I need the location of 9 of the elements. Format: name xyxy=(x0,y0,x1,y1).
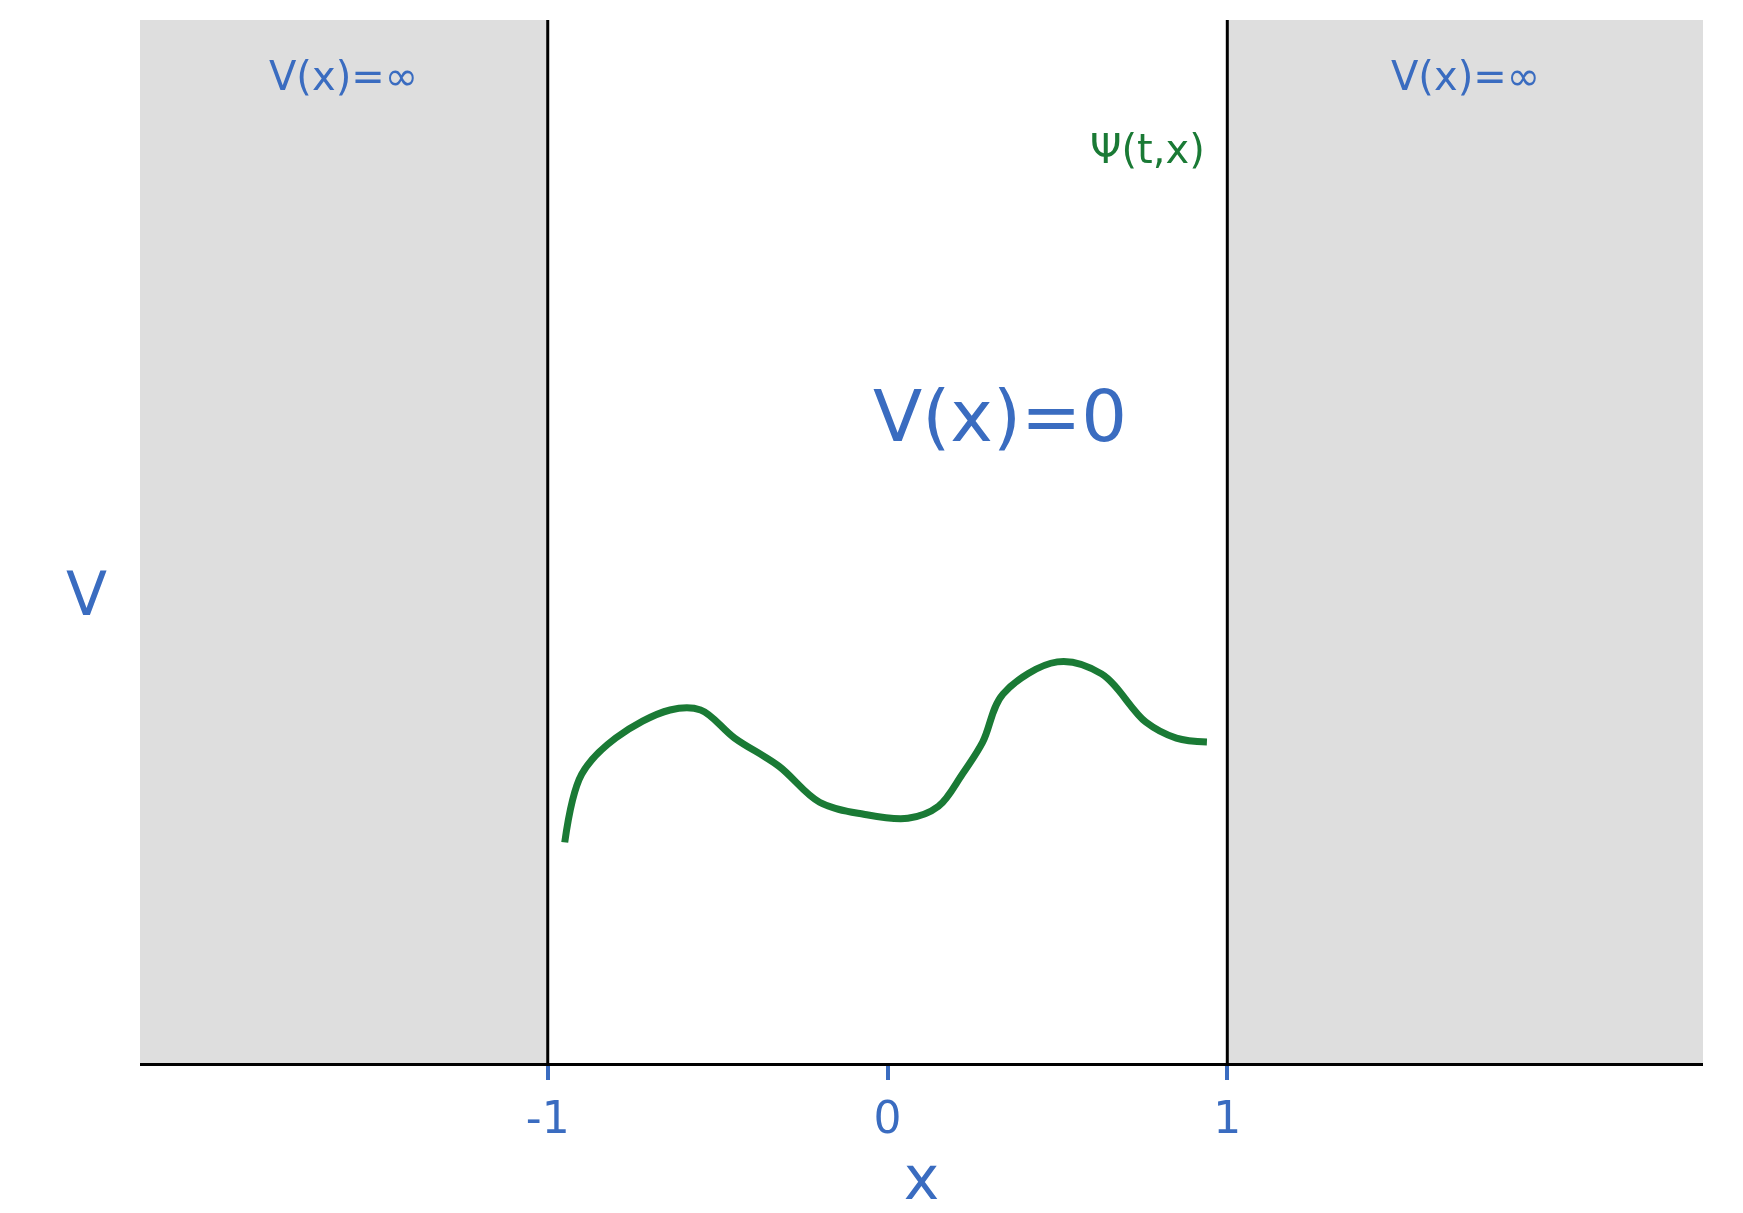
x-tick-label: 1 xyxy=(1213,1091,1242,1143)
band-label: V(x)=∞ xyxy=(1391,53,1541,99)
x-tick-label: 0 xyxy=(873,1091,902,1143)
band-label: V(x)=∞ xyxy=(269,53,419,99)
x-axis-title: x xyxy=(903,1143,940,1213)
x-tick-label: -1 xyxy=(525,1091,570,1143)
text: V(x)=0 xyxy=(873,374,1128,458)
y-axis-title: V xyxy=(66,559,108,629)
text: Ψ(t,x) xyxy=(1090,126,1205,172)
